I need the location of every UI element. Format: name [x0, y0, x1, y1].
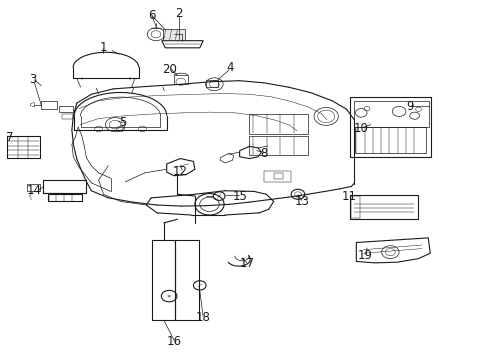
- Bar: [350, 97, 430, 157]
- Bar: [152, 240, 175, 320]
- Bar: [351, 196, 360, 218]
- Text: 17: 17: [239, 257, 254, 270]
- Text: 16: 16: [166, 335, 181, 348]
- Bar: [163, 29, 184, 40]
- Text: 1: 1: [100, 41, 107, 54]
- Bar: [47, 194, 81, 202]
- Bar: [249, 136, 307, 155]
- Text: 11: 11: [341, 190, 356, 203]
- Text: 15: 15: [232, 190, 246, 203]
- Bar: [41, 101, 57, 109]
- Text: 4: 4: [226, 61, 233, 74]
- Text: 9: 9: [405, 100, 413, 113]
- Text: 12: 12: [172, 165, 187, 177]
- Bar: [264, 171, 290, 182]
- Bar: [350, 195, 417, 219]
- Text: 18: 18: [195, 311, 210, 324]
- Text: 7: 7: [6, 131, 14, 144]
- Bar: [27, 184, 40, 192]
- Bar: [174, 75, 187, 84]
- Bar: [7, 136, 40, 158]
- Bar: [62, 113, 73, 118]
- Bar: [175, 240, 199, 320]
- Text: 14: 14: [27, 184, 42, 197]
- Text: 3: 3: [29, 73, 37, 86]
- Bar: [59, 106, 73, 112]
- Text: 13: 13: [294, 195, 309, 208]
- Bar: [205, 80, 217, 87]
- Text: 6: 6: [148, 9, 156, 22]
- Text: 2: 2: [175, 8, 182, 21]
- Text: 19: 19: [357, 249, 372, 262]
- Bar: [355, 127, 425, 153]
- Bar: [249, 114, 307, 134]
- Bar: [353, 102, 428, 127]
- Bar: [273, 173, 283, 179]
- Text: 8: 8: [260, 147, 267, 160]
- Text: 20: 20: [162, 63, 176, 76]
- Text: 10: 10: [353, 122, 368, 135]
- Text: 5: 5: [119, 116, 126, 129]
